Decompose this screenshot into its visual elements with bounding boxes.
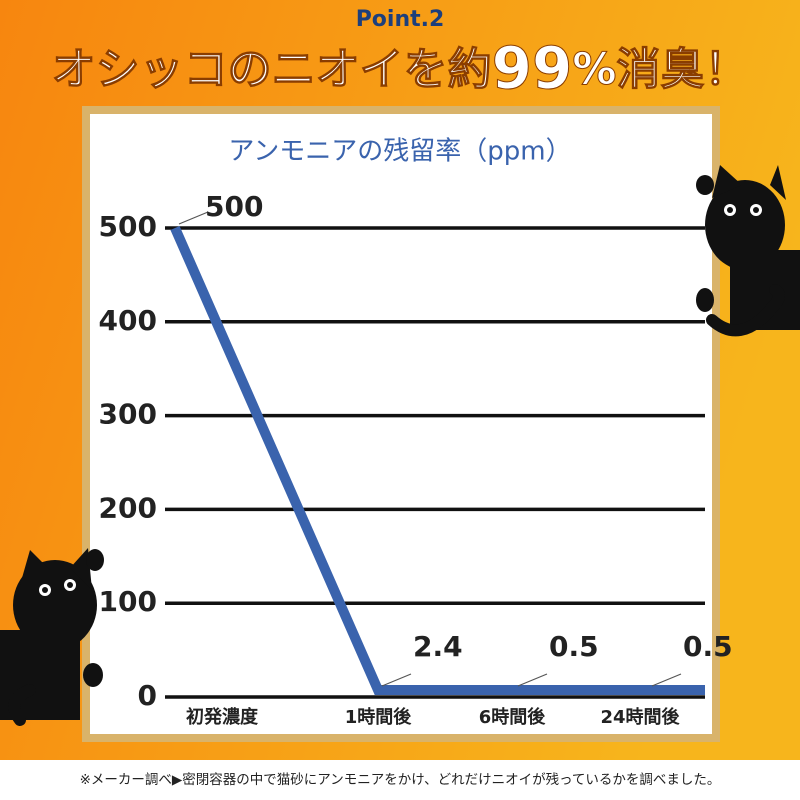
data-label: 500 xyxy=(205,190,263,223)
y-tick-label: 400 xyxy=(99,304,157,337)
data-line xyxy=(170,225,705,695)
footnote-band xyxy=(0,760,800,800)
data-label: 0.5 xyxy=(683,630,733,663)
y-tick-label: 300 xyxy=(99,398,157,431)
leader-line xyxy=(381,673,412,687)
data-label: 2.4 xyxy=(413,630,463,663)
cat-right xyxy=(696,165,800,337)
y-tick-label: 200 xyxy=(99,491,157,524)
leader-line xyxy=(517,673,548,687)
cat-left xyxy=(0,548,104,726)
headline: オシッコのニオイを約99%消臭！ xyxy=(52,34,749,102)
y-tick-label: 100 xyxy=(99,585,157,618)
x-tick-label: 1時間後 xyxy=(345,706,413,728)
x-tick-label: 6時間後 xyxy=(479,706,547,728)
x-tick-label: 初発濃度 xyxy=(186,706,259,728)
headline-part: オシッコのニオイを約 xyxy=(52,44,492,95)
y-tick-label: 500 xyxy=(99,210,157,243)
footnote: ※メーカー調べ▶密閉容器の中で猫砂にアンモニアをかけ、どれだけニオイが残っている… xyxy=(80,771,721,788)
point-label: Point.2 xyxy=(356,7,445,32)
headline-number: 99 xyxy=(492,34,573,102)
y-tick-label: 0 xyxy=(138,679,157,712)
chart-panel xyxy=(82,106,720,742)
leader-line xyxy=(651,673,682,687)
headline-part: %消臭！ xyxy=(572,44,748,95)
leader-line xyxy=(178,211,209,225)
x-tick-label: 24時間後 xyxy=(600,706,680,728)
data-label: 0.5 xyxy=(549,630,599,663)
chart-title: アンモニアの残留率（ppm） xyxy=(228,137,571,167)
